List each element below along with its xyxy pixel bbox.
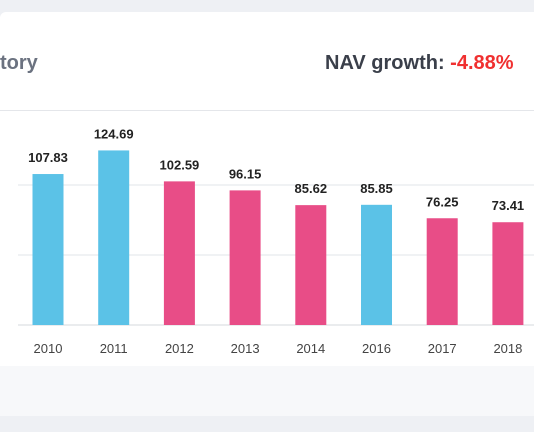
nav-growth-label: NAV growth: bbox=[325, 52, 445, 74]
card-footer bbox=[0, 366, 534, 416]
bar-2012[interactable] bbox=[163, 181, 195, 325]
header-divider bbox=[0, 110, 534, 111]
x-tick-2011: 2011 bbox=[100, 341, 128, 356]
bar-2011[interactable] bbox=[98, 150, 130, 325]
bar-2017[interactable] bbox=[426, 218, 458, 325]
x-tick-2018: 2018 bbox=[493, 341, 522, 356]
bar-2010[interactable] bbox=[32, 174, 64, 325]
x-tick-2014: 2014 bbox=[296, 341, 325, 356]
nav-history-card bbox=[0, 12, 534, 416]
x-tick-2010: 2010 bbox=[34, 341, 63, 356]
nav-growth: NAV growth: -4.88% bbox=[325, 52, 514, 75]
x-tick-2016: 2016 bbox=[362, 341, 391, 356]
x-tick-2017: 2017 bbox=[428, 341, 457, 356]
data-label-2018: 73.41 bbox=[492, 198, 525, 213]
data-label-2017: 76.25 bbox=[426, 194, 459, 209]
card-title: tory bbox=[0, 52, 38, 74]
data-label-2014: 85.62 bbox=[295, 181, 328, 196]
x-tick-2012: 2012 bbox=[165, 341, 194, 356]
data-label-2010: 107.83 bbox=[28, 150, 68, 165]
x-tick-2013: 2013 bbox=[231, 341, 260, 356]
data-label-2016: 85.85 bbox=[360, 181, 393, 196]
data-label-2012: 102.59 bbox=[160, 157, 200, 172]
bar-2013[interactable] bbox=[229, 190, 261, 325]
bar-2018[interactable] bbox=[492, 222, 524, 325]
data-label-2011: 124.69 bbox=[94, 126, 134, 141]
data-label-2013: 96.15 bbox=[229, 166, 262, 181]
nav-growth-value: -4.88% bbox=[450, 52, 514, 74]
bar-2016[interactable] bbox=[361, 204, 392, 325]
bar-2014[interactable] bbox=[295, 205, 327, 325]
